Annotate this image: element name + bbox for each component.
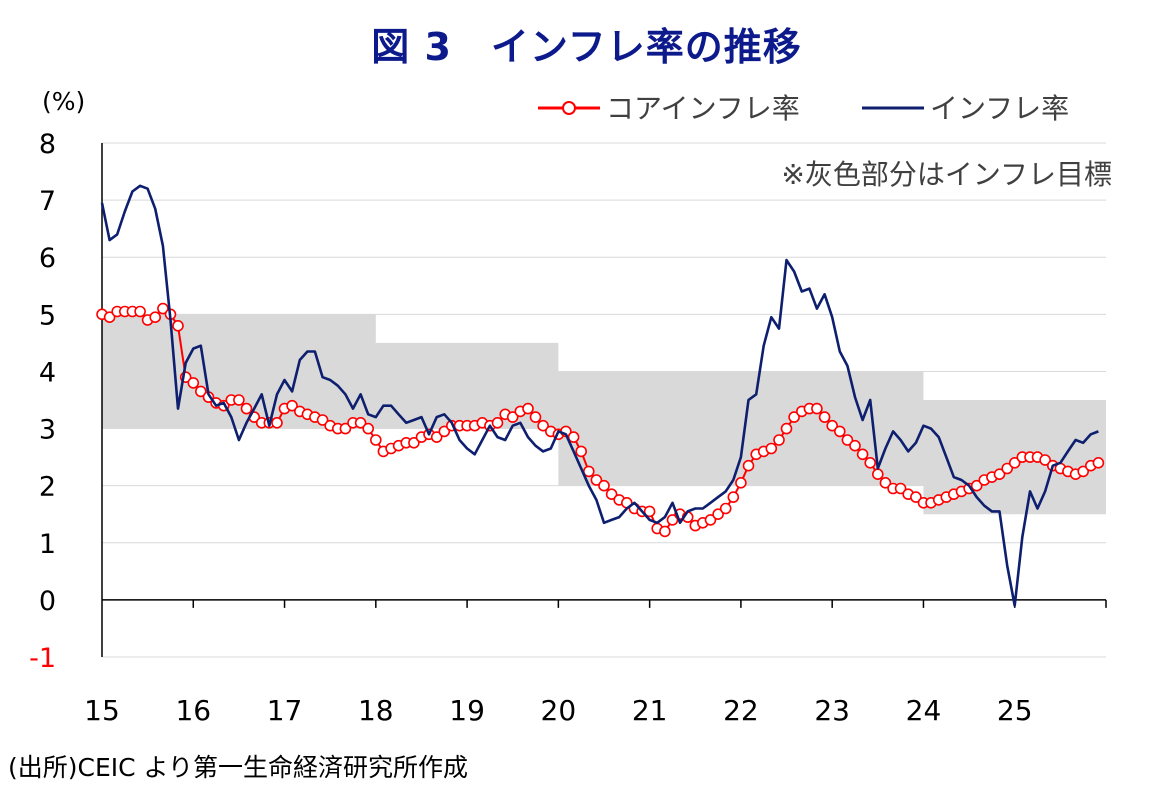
core-inflation-point	[491, 416, 504, 429]
y-tick-label: 2	[39, 472, 56, 503]
core-inflation-point	[643, 505, 656, 518]
headline-inflation-line	[100, 184, 1099, 607]
core-inflation-point	[362, 422, 375, 435]
core-inflation-point	[864, 456, 877, 469]
core-inflation-point	[537, 419, 549, 432]
core-inflation-point	[910, 491, 922, 503]
core-inflation-point	[354, 416, 367, 429]
core-inflation-point	[134, 305, 146, 318]
chart-title: 図 3 インフレ率の推移	[371, 25, 802, 69]
core-inflation-point	[369, 434, 382, 446]
target-band	[102, 314, 1106, 515]
core-inflation-point	[811, 402, 823, 415]
core-inflation-point	[233, 394, 245, 406]
y-tick-label: 1	[39, 529, 56, 560]
core-inflation-point	[575, 445, 588, 458]
core-inflation-point	[666, 514, 679, 526]
legend: コアインフレ率 インフレ率	[538, 92, 1069, 125]
core-inflation-point	[605, 488, 618, 501]
gridlines	[102, 142, 1106, 658]
core-inflation-point	[522, 402, 534, 415]
core-inflation-point	[788, 411, 800, 423]
x-tick-label: 21	[632, 694, 668, 727]
core-inflation-point	[157, 302, 169, 315]
legend-core-label: コアインフレ率	[606, 92, 800, 125]
core-inflation-point	[103, 311, 116, 324]
core-inflation-point	[833, 425, 846, 438]
core-inflation-point	[773, 434, 785, 446]
x-tick-label: 15	[84, 694, 120, 727]
core-inflation-point	[195, 385, 207, 398]
core-inflation-point	[719, 502, 732, 515]
legend-headline-label: インフレ率	[930, 92, 1069, 125]
core-inflation-point	[316, 414, 329, 426]
core-inflation-point	[408, 436, 420, 449]
core-inflation-point	[240, 402, 253, 415]
core-inflation-point	[659, 525, 671, 538]
core-inflation-point	[894, 482, 907, 495]
core-inflation-point	[780, 422, 793, 435]
y-tick-label: 8	[39, 129, 56, 160]
core-inflation-point	[879, 476, 892, 489]
y-tick-label: 4	[39, 357, 56, 388]
y-tick-label: 7	[39, 186, 56, 217]
core-inflation-point	[598, 479, 610, 492]
x-tick-label: 22	[723, 694, 759, 727]
x-tick-label: 25	[997, 694, 1033, 727]
core-inflation-point	[567, 431, 580, 443]
core-inflation-point	[765, 442, 778, 455]
core-inflation-point	[438, 425, 451, 438]
core-inflation-point	[742, 459, 755, 472]
x-tick-label: 18	[358, 694, 394, 727]
core-inflation-point	[286, 399, 298, 412]
core-inflation-point	[727, 491, 740, 503]
x-tick-label: 24	[906, 694, 942, 727]
core-inflation-point	[856, 448, 869, 461]
core-inflation-point	[1001, 462, 1014, 475]
y-tick-label: 5	[39, 300, 56, 331]
core-inflation-point	[590, 474, 603, 486]
core-inflation-point	[271, 416, 283, 429]
core-inflation-point	[187, 377, 200, 389]
x-tick-label: 16	[175, 694, 211, 727]
x-tick-label: 17	[267, 694, 303, 727]
target-band-layer	[102, 314, 1106, 515]
core-inflation-point	[993, 468, 1006, 481]
x-tick-label: 19	[449, 694, 485, 727]
core-inflation-point	[529, 411, 542, 423]
core-inflation-point	[841, 434, 854, 446]
source-note: (出所)CEIC より第一生命経済研究所作成	[8, 753, 469, 782]
y-tick-label: 3	[39, 415, 56, 446]
series-layer	[96, 184, 1105, 607]
core-inflation-point	[1008, 456, 1021, 469]
core-inflation-point	[430, 431, 443, 443]
legend-core-marker	[562, 101, 576, 115]
core-inflation-point	[871, 468, 884, 481]
core-inflation-point	[704, 514, 717, 526]
core-inflation-point	[818, 411, 831, 423]
core-inflation-point	[172, 319, 184, 332]
x-tick-label: 23	[814, 694, 850, 727]
core-inflation-point	[1077, 465, 1089, 478]
core-inflation-point	[735, 476, 747, 489]
y-axis-label: (%)	[42, 87, 85, 116]
target-band-note: ※灰色部分はインフレ目標	[781, 158, 1112, 191]
y-tick-label: 0	[39, 586, 56, 617]
core-inflation-point	[149, 311, 161, 324]
core-inflation-point	[849, 439, 861, 452]
core-inflation-point	[970, 479, 983, 492]
core-inflation-point	[506, 411, 519, 423]
core-inflation-point	[1039, 454, 1051, 466]
x-tick-label: 20	[541, 694, 577, 727]
y-tick-label: 6	[39, 243, 56, 274]
core-inflation-point	[1092, 456, 1105, 469]
core-inflation-point	[826, 419, 839, 432]
core-inflation-point	[339, 422, 352, 435]
y-tick-label: -1	[29, 643, 56, 674]
core-inflation-point	[712, 508, 724, 521]
